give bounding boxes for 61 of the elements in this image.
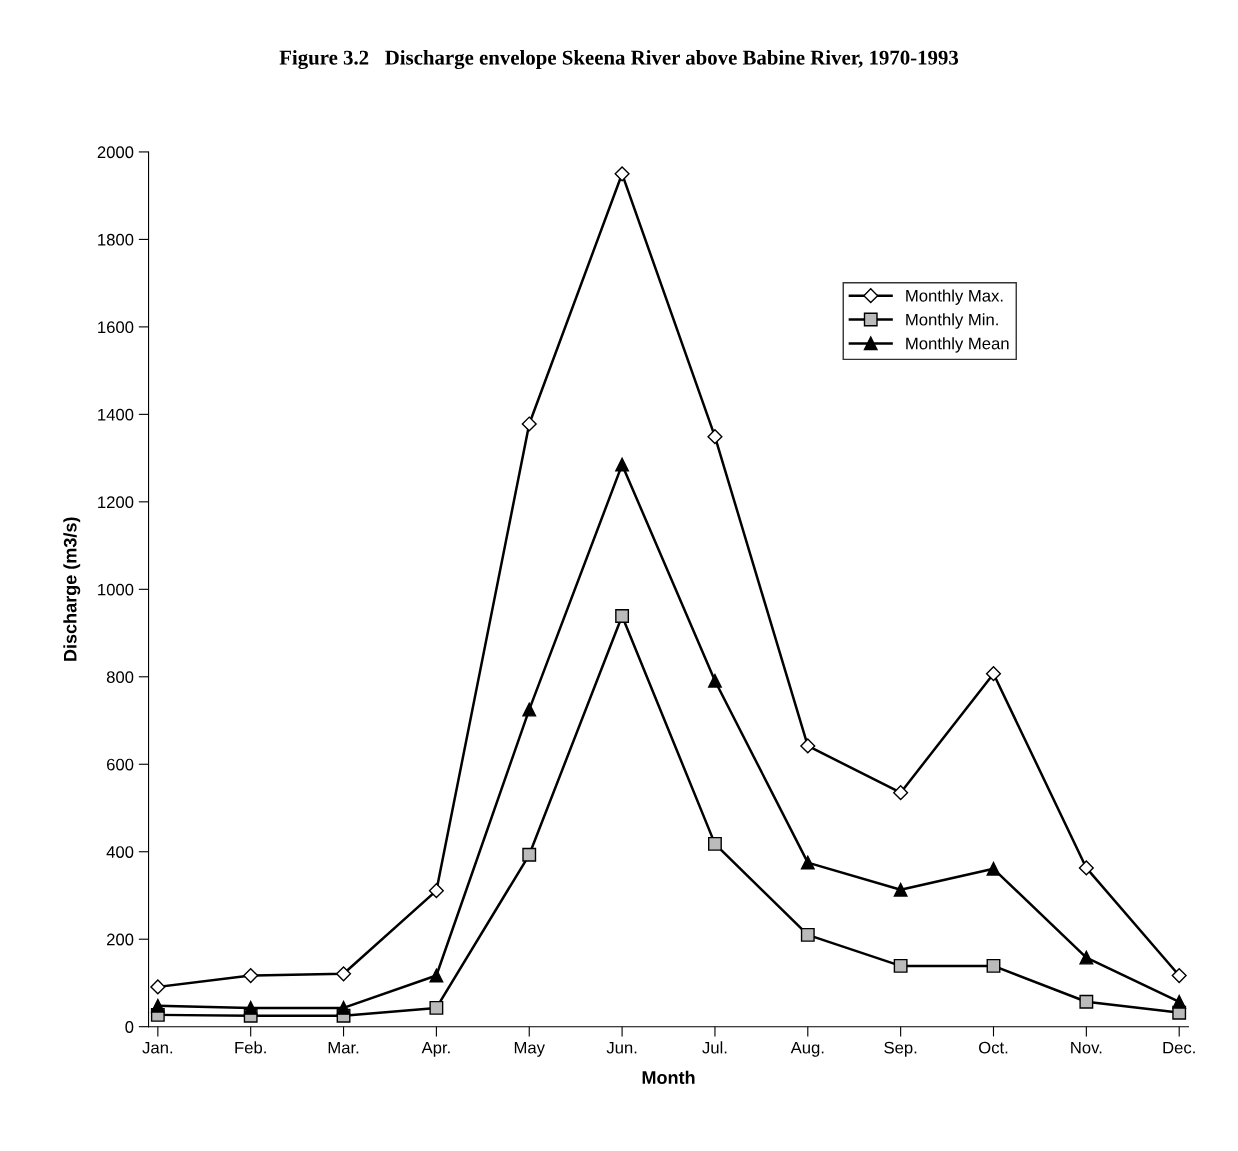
x-tick-label: Oct.	[979, 1041, 1008, 1054]
point	[986, 958, 1001, 973]
point	[522, 702, 537, 717]
point	[800, 738, 816, 754]
y-tick-label: 600	[107, 758, 134, 771]
point	[1078, 860, 1094, 876]
point	[707, 429, 723, 445]
point	[985, 666, 1002, 682]
x-tick-label: Feb.	[235, 1041, 266, 1054]
legend-label: Monthly Min.	[906, 313, 998, 329]
y-tick-label: 1600	[98, 321, 134, 334]
point	[707, 836, 722, 851]
x-tick-label: Mar.	[328, 1041, 359, 1054]
x-tick-label: May	[514, 1041, 545, 1057]
point	[800, 855, 815, 870]
x-tick-label: Dec.	[1163, 1041, 1195, 1054]
point	[893, 882, 908, 897]
point	[429, 968, 444, 983]
point	[428, 883, 444, 899]
legend-label: Monthly Mean	[906, 337, 1009, 353]
y-tick-label: 1200	[98, 496, 134, 509]
point	[615, 457, 630, 472]
point	[1172, 994, 1187, 1009]
y-axis-title: Discharge (m3/s)	[63, 517, 81, 661]
point	[243, 967, 259, 984]
point	[1079, 950, 1094, 965]
y-tick-label: 800	[106, 671, 134, 683]
y-tick-label: 1400	[98, 408, 134, 421]
x-tick-label: Apr.	[421, 1041, 450, 1057]
x-tick-label: Aug.	[790, 1041, 824, 1057]
point	[615, 609, 630, 623]
point	[429, 1000, 444, 1015]
point	[522, 847, 537, 862]
point	[521, 416, 537, 432]
y-tick-label: 400	[106, 846, 134, 858]
x-tick-label: Nov.	[1071, 1041, 1102, 1054]
x-axis-title: Month	[642, 1070, 695, 1084]
y-tick-label: 1000	[98, 583, 134, 596]
point	[243, 1000, 258, 1015]
point	[893, 958, 908, 973]
y-tick-label: 200	[107, 933, 134, 946]
x-tick-label: Jul.	[702, 1041, 727, 1054]
legend-label: Monthly Max.	[906, 289, 1003, 305]
point	[336, 1000, 351, 1015]
y-tick-label: 2000	[97, 146, 134, 159]
point	[335, 966, 352, 982]
y-tick-label: 1800	[98, 233, 134, 246]
point	[150, 998, 165, 1013]
chart-title: Figure 3.2 Discharge envelope Skeena River above Babine River, 1970-1993	[279, 50, 959, 70]
point	[614, 166, 630, 182]
point	[986, 861, 1001, 876]
point	[1079, 994, 1094, 1009]
point	[800, 927, 815, 942]
x-tick-label: Sep.	[884, 1041, 917, 1057]
x-tick-label: Jan.	[142, 1041, 173, 1054]
point	[150, 979, 166, 995]
x-tick-label: Jun.	[606, 1041, 637, 1054]
point	[1171, 967, 1187, 984]
point	[707, 673, 722, 688]
point	[893, 785, 909, 801]
y-tick-label: 0	[125, 1021, 134, 1033]
